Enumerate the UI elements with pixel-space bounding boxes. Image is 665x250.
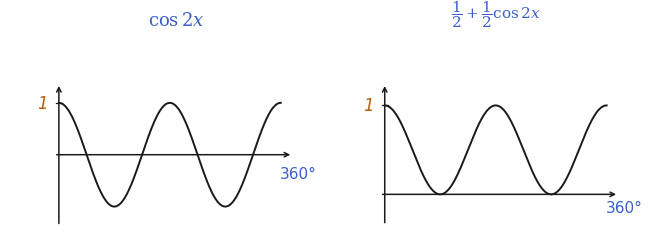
Text: $\cos 2x$: $\cos 2x$ bbox=[148, 12, 204, 30]
Text: 360°: 360° bbox=[279, 166, 317, 182]
Text: 1: 1 bbox=[37, 94, 48, 112]
Text: 1: 1 bbox=[363, 97, 374, 115]
Text: $\dfrac{1}{2} + \dfrac{1}{2}\cos 2x$: $\dfrac{1}{2} + \dfrac{1}{2}\cos 2x$ bbox=[450, 0, 541, 30]
Text: 360°: 360° bbox=[605, 200, 642, 215]
